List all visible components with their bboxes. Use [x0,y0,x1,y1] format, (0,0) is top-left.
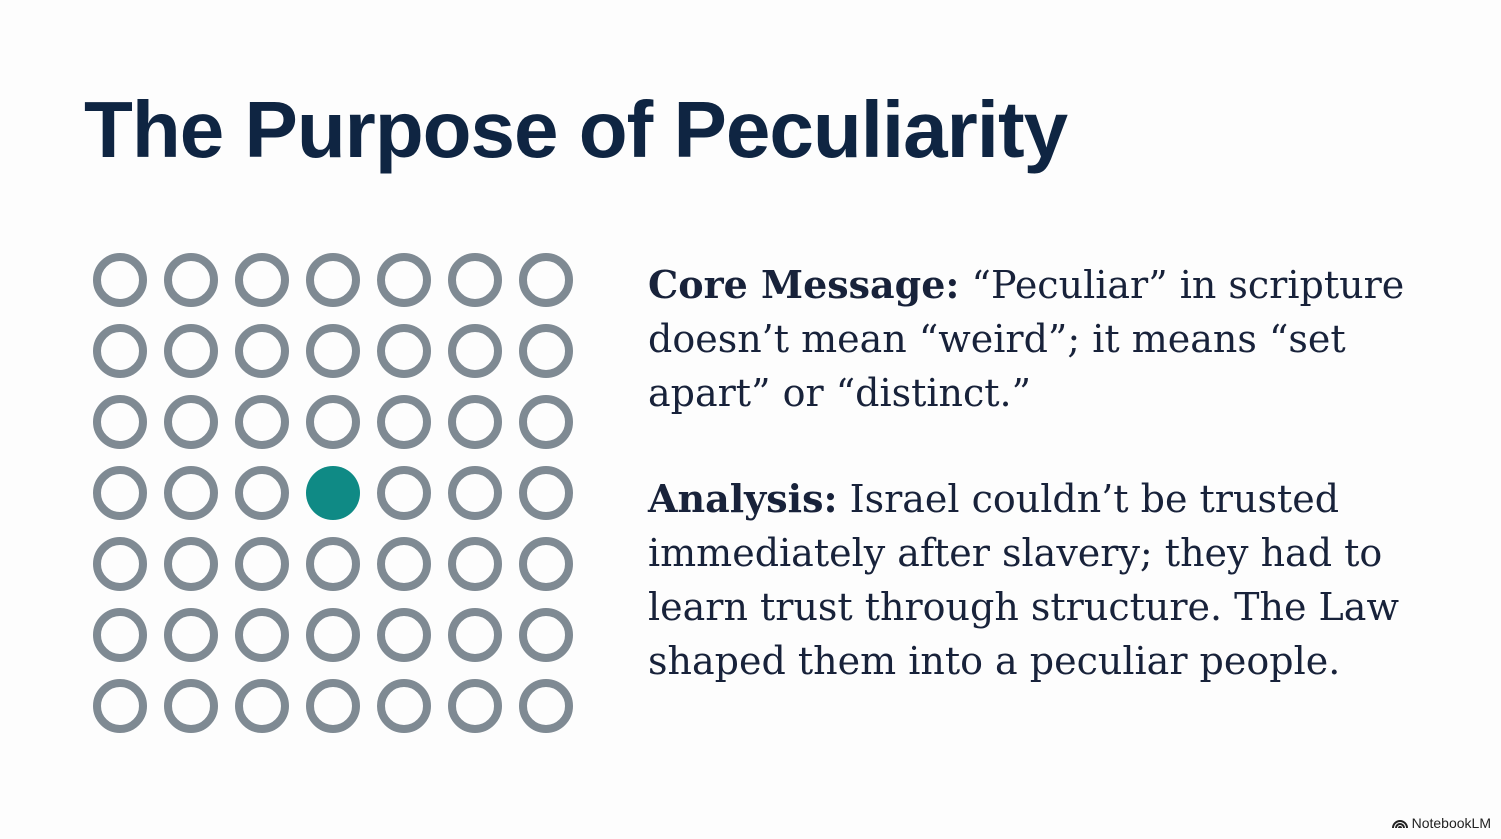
ring-dot [164,324,218,378]
ring-dot [448,253,502,307]
ring-dot [377,324,431,378]
core-message-text: “Peculiar” in scripture doesn’t mean “we… [648,263,1405,415]
highlighted-dot [306,466,360,520]
ring-dot [448,395,502,449]
ring-dot [519,679,573,733]
ring-dot [235,324,289,378]
ring-dot [519,395,573,449]
ring-dot [377,537,431,591]
ring-dot [235,466,289,520]
ring-dot [93,324,147,378]
notebooklm-branding: NotebookLM [1391,815,1491,831]
ring-dot [93,537,147,591]
ring-dot [164,537,218,591]
ring-dot [93,253,147,307]
ring-dot [377,253,431,307]
dot-grid [93,253,573,733]
ring-dot [235,537,289,591]
ring-dot [235,253,289,307]
ring-dot [448,679,502,733]
slide-body: Core Message: “Peculiar” in scripture do… [648,258,1448,740]
ring-dot [519,253,573,307]
ring-dot [377,608,431,662]
ring-dot [519,537,573,591]
ring-dot [306,253,360,307]
analysis: Analysis: Israel couldn’t be trusted imm… [648,472,1448,688]
ring-dot [448,324,502,378]
ring-dot [93,679,147,733]
ring-dot [377,395,431,449]
ring-dot [93,608,147,662]
ring-dot [306,537,360,591]
ring-dot [306,324,360,378]
ring-dot [519,324,573,378]
ring-dot [93,395,147,449]
ring-dot [306,608,360,662]
ring-dot [306,679,360,733]
core-message: Core Message: “Peculiar” in scripture do… [648,258,1448,420]
ring-dot [448,608,502,662]
analysis-label: Analysis: [648,476,838,521]
ring-dot [519,608,573,662]
ring-dot [306,395,360,449]
ring-dot [377,679,431,733]
ring-dot [235,395,289,449]
ring-dot [164,466,218,520]
ring-dot [519,466,573,520]
analysis-text: Israel couldn’t be trusted immediately a… [648,477,1399,683]
ring-dot [164,679,218,733]
core-message-label: Core Message: [648,262,960,307]
ring-dot [235,679,289,733]
ring-dot [377,466,431,520]
ring-dot [164,253,218,307]
ring-dot [448,466,502,520]
ring-dot [235,608,289,662]
ring-dot [93,466,147,520]
ring-dot [164,608,218,662]
ring-dot [164,395,218,449]
notebooklm-logo-icon [1391,820,1408,829]
ring-dot [448,537,502,591]
brand-label: NotebookLM [1411,815,1491,831]
slide-title: The Purpose of Peculiarity [84,85,1068,174]
